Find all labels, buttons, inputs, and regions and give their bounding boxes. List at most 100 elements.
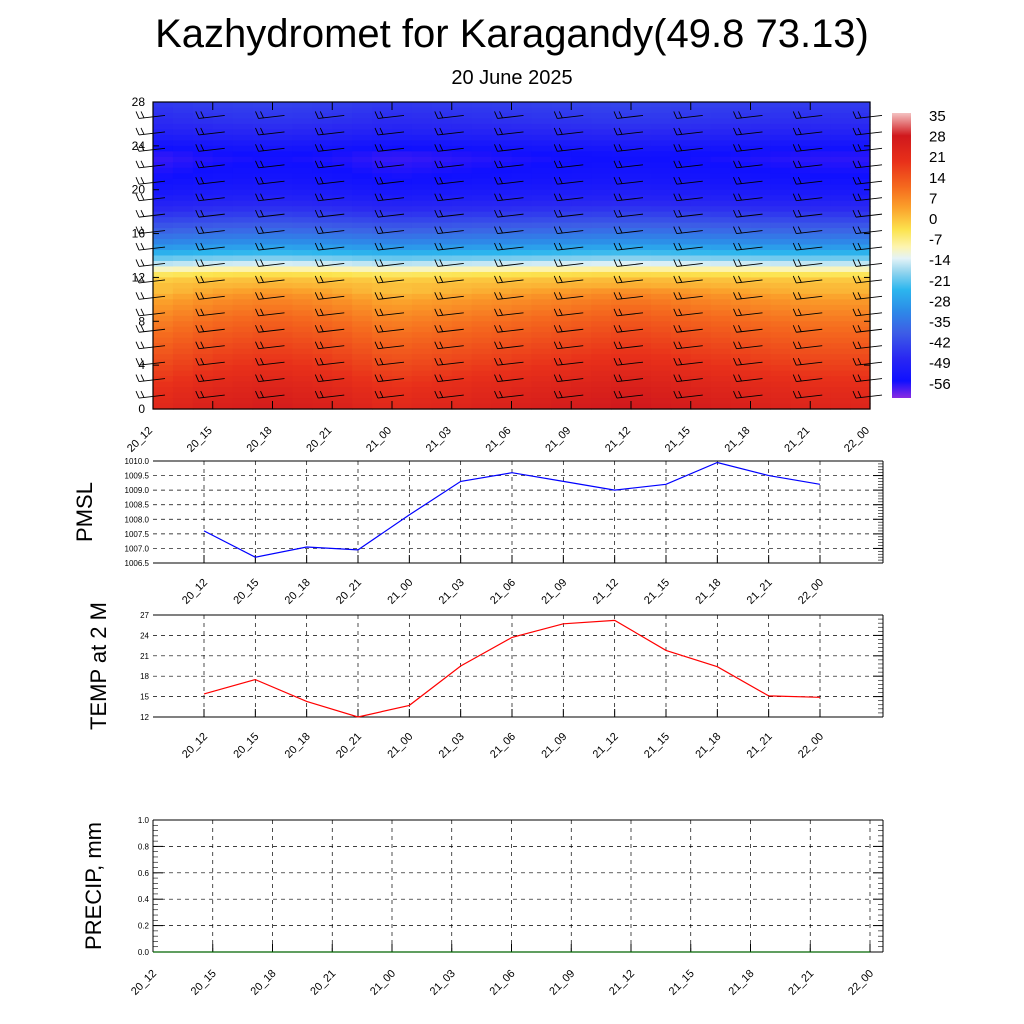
heatmap-cell <box>591 370 612 377</box>
heatmap-cell <box>392 403 413 410</box>
heatmap-cell <box>491 107 513 114</box>
heatmap-cell <box>212 123 234 131</box>
heatmap-cell <box>830 140 851 147</box>
wind-barb <box>738 325 742 332</box>
heatmap-cell <box>830 211 851 218</box>
heatmap-cell <box>531 112 552 120</box>
wind-barb <box>618 177 623 184</box>
heatmap-cell <box>710 332 732 339</box>
wind-barb <box>613 209 618 218</box>
heatmap-cell <box>212 299 234 306</box>
wind-barb <box>135 259 140 267</box>
heatmap-cell <box>252 222 274 229</box>
heatmap-cell <box>352 282 373 289</box>
wind-barb <box>434 193 439 201</box>
heatmap-cell <box>292 173 313 180</box>
heatmap-cell <box>292 217 313 224</box>
heatmap-cell <box>491 222 513 229</box>
heatmap-cell <box>571 337 592 344</box>
heatmap-cell <box>631 321 652 328</box>
heatmap-cell <box>850 140 871 147</box>
heatmap-cell <box>650 206 672 213</box>
heatmap-cell <box>232 107 254 114</box>
heatmap-cell <box>232 326 254 333</box>
heatmap-cell <box>710 250 732 257</box>
heatmap-cell <box>172 206 194 213</box>
heatmap-cell <box>352 145 373 152</box>
heatmap-cell <box>172 189 194 196</box>
x-tick-label: 20_15 <box>231 731 261 761</box>
heatmap-cell <box>431 233 453 240</box>
heatmap-cell <box>352 266 373 273</box>
heatmap-cell <box>650 332 672 339</box>
heatmap-cell <box>670 387 692 394</box>
wind-barb <box>494 160 498 168</box>
heatmap-cell <box>411 233 433 240</box>
heatmap-cell <box>153 271 174 279</box>
heatmap-cell <box>810 332 831 339</box>
heatmap-cell <box>411 140 433 147</box>
wind-barb <box>377 213 405 218</box>
heatmap-cell <box>810 222 831 229</box>
heatmap-cell <box>790 321 811 328</box>
wind-barb <box>499 357 503 365</box>
heatmap-cell <box>571 288 592 295</box>
heatmap-cell <box>411 359 433 366</box>
wind-barb <box>852 111 857 119</box>
heatmap-cell <box>750 304 772 311</box>
heatmap-cell <box>531 277 552 284</box>
wind-barb <box>796 361 823 366</box>
heatmap-cell <box>392 156 413 163</box>
wind-barb <box>616 114 644 119</box>
heatmap-cell <box>491 348 513 355</box>
heatmap-cell <box>471 112 493 120</box>
heatmap-cell <box>431 217 453 224</box>
wind-barb <box>857 374 862 382</box>
heatmap-cell <box>690 200 712 207</box>
wind-barb <box>140 242 145 250</box>
heatmap-cell <box>830 354 851 361</box>
wind-barb <box>678 127 683 135</box>
heatmap-cell <box>252 398 274 405</box>
heatmap-cell <box>750 403 772 410</box>
heatmap-cell <box>551 398 572 405</box>
heatmap-cell <box>252 173 274 180</box>
wind-barb <box>494 357 498 366</box>
heatmap-cell <box>352 288 373 295</box>
wind-barb <box>135 292 140 300</box>
heatmap-cell <box>650 293 672 300</box>
heatmap-cell <box>591 244 612 251</box>
wind-barb <box>678 160 683 168</box>
wind-barb <box>494 144 498 152</box>
heatmap-cell <box>770 102 791 109</box>
heatmap-cell <box>153 233 174 240</box>
heatmap-cell <box>212 206 234 213</box>
wind-barb <box>499 374 503 382</box>
wind-barb <box>260 144 264 151</box>
heatmap-cell <box>790 167 811 174</box>
heatmap-cell <box>411 354 433 361</box>
heatmap-cell <box>212 271 234 279</box>
heatmap-cell <box>690 387 712 394</box>
wind-barb <box>437 131 464 136</box>
heatmap-cell <box>153 217 174 224</box>
heatmap-cell <box>730 387 752 394</box>
wind-barb <box>855 394 883 399</box>
wind-barb <box>557 328 584 333</box>
wind-barb <box>497 230 524 235</box>
wind-barb <box>857 209 862 217</box>
wind-barb <box>319 127 324 135</box>
heatmap-cell <box>252 365 274 372</box>
heatmap-cell <box>830 162 851 169</box>
heatmap-cell <box>372 288 393 295</box>
heatmap-cell <box>491 250 513 257</box>
heatmap-cell <box>531 173 552 180</box>
heatmap-cell <box>372 167 393 174</box>
wind-barb <box>676 378 703 383</box>
heatmap-cell <box>252 206 274 213</box>
x-tick-label: 21_15 <box>663 425 693 455</box>
heatmap-cell <box>531 123 552 131</box>
wind-barb <box>437 164 464 169</box>
wind-barb <box>792 111 797 119</box>
heatmap-cell <box>531 398 552 405</box>
